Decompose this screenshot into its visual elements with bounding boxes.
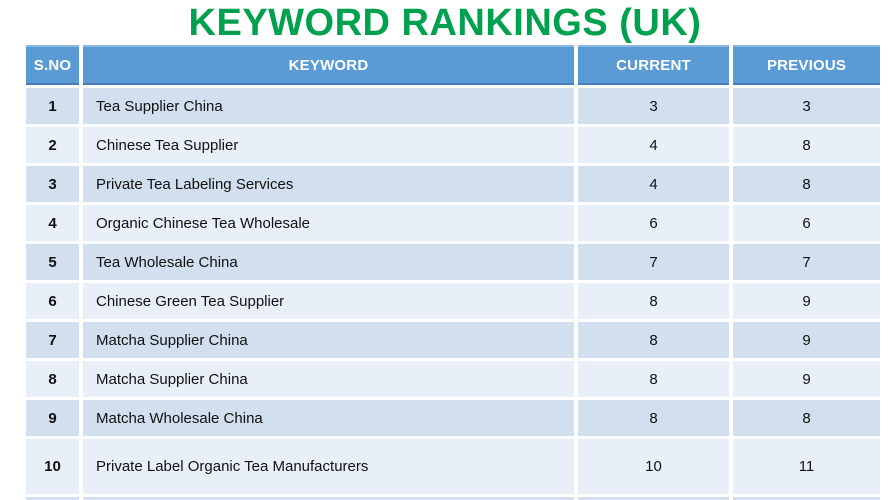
table-row: 6 Chinese Green Tea Supplier 8 9 bbox=[26, 283, 881, 319]
cell-previous: 8 bbox=[733, 166, 880, 202]
cell-sno: 5 bbox=[26, 244, 79, 280]
cell-keyword: Tea Wholesale China bbox=[83, 244, 574, 280]
cell-previous: 7 bbox=[733, 244, 880, 280]
cell-current: 8 bbox=[578, 283, 729, 319]
cell-previous: 8 bbox=[733, 127, 880, 163]
cutoff-cell bbox=[83, 497, 574, 500]
cell-keyword: Chinese Tea Supplier bbox=[83, 127, 574, 163]
table-row: 1 Tea Supplier China 3 3 bbox=[26, 88, 881, 124]
table-cutoff-row bbox=[26, 497, 881, 500]
cell-current: 7 bbox=[578, 244, 729, 280]
table-row: 3 Private Tea Labeling Services 4 8 bbox=[26, 166, 881, 202]
cell-current: 3 bbox=[578, 88, 729, 124]
table-row: 8 Matcha Supplier China 8 9 bbox=[26, 361, 881, 397]
table-row: 10 Private Label Organic Tea Manufacture… bbox=[26, 439, 881, 494]
table-row: 4 Organic Chinese Tea Wholesale 6 6 bbox=[26, 205, 881, 241]
cell-previous: 6 bbox=[733, 205, 880, 241]
cutoff-cell bbox=[26, 497, 79, 500]
cell-keyword: Matcha Supplier China bbox=[83, 322, 574, 358]
table-row: 9 Matcha Wholesale China 8 8 bbox=[26, 400, 881, 436]
column-header-current: CURRENT bbox=[578, 45, 729, 85]
cell-sno: 7 bbox=[26, 322, 79, 358]
table-row: 5 Tea Wholesale China 7 7 bbox=[26, 244, 881, 280]
cell-keyword: Private Tea Labeling Services bbox=[83, 166, 574, 202]
column-header-previous: PREVIOUS bbox=[733, 45, 880, 85]
column-header-sno: S.NO bbox=[26, 45, 79, 85]
cell-previous: 3 bbox=[733, 88, 880, 124]
cell-current: 8 bbox=[578, 400, 729, 436]
cell-sno: 4 bbox=[26, 205, 79, 241]
cutoff-cell bbox=[733, 497, 880, 500]
table-row: 2 Chinese Tea Supplier 4 8 bbox=[26, 127, 881, 163]
cutoff-cell bbox=[578, 497, 729, 500]
page-title: KEYWORD RANKINGS (UK) bbox=[188, 2, 702, 44]
cell-current: 8 bbox=[578, 361, 729, 397]
cell-current: 10 bbox=[578, 439, 729, 494]
cell-current: 4 bbox=[578, 166, 729, 202]
cell-previous: 11 bbox=[733, 439, 880, 494]
table-row: 7 Matcha Supplier China 8 9 bbox=[26, 322, 881, 358]
cell-sno: 8 bbox=[26, 361, 79, 397]
cell-sno: 2 bbox=[26, 127, 79, 163]
cell-previous: 9 bbox=[733, 361, 880, 397]
cell-keyword: Organic Chinese Tea Wholesale bbox=[83, 205, 574, 241]
cell-sno: 3 bbox=[26, 166, 79, 202]
cell-keyword: Matcha Supplier China bbox=[83, 361, 574, 397]
cell-sno: 10 bbox=[26, 439, 79, 494]
column-header-keyword: KEYWORD bbox=[83, 45, 574, 85]
keyword-rankings-table: S.NO KEYWORD CURRENT PREVIOUS 1 Tea Supp… bbox=[26, 45, 881, 500]
cell-current: 8 bbox=[578, 322, 729, 358]
cell-previous: 9 bbox=[733, 283, 880, 319]
cell-keyword: Tea Supplier China bbox=[83, 88, 574, 124]
cell-previous: 9 bbox=[733, 322, 880, 358]
cell-current: 4 bbox=[578, 127, 729, 163]
table-header-row: S.NO KEYWORD CURRENT PREVIOUS bbox=[26, 45, 881, 85]
cell-keyword: Matcha Wholesale China bbox=[83, 400, 574, 436]
cell-sno: 6 bbox=[26, 283, 79, 319]
cell-keyword: Private Label Organic Tea Manufacturers bbox=[83, 439, 574, 494]
cell-sno: 1 bbox=[26, 88, 79, 124]
cell-current: 6 bbox=[578, 205, 729, 241]
cell-sno: 9 bbox=[26, 400, 79, 436]
cell-keyword: Chinese Green Tea Supplier bbox=[83, 283, 574, 319]
cell-previous: 8 bbox=[733, 400, 880, 436]
